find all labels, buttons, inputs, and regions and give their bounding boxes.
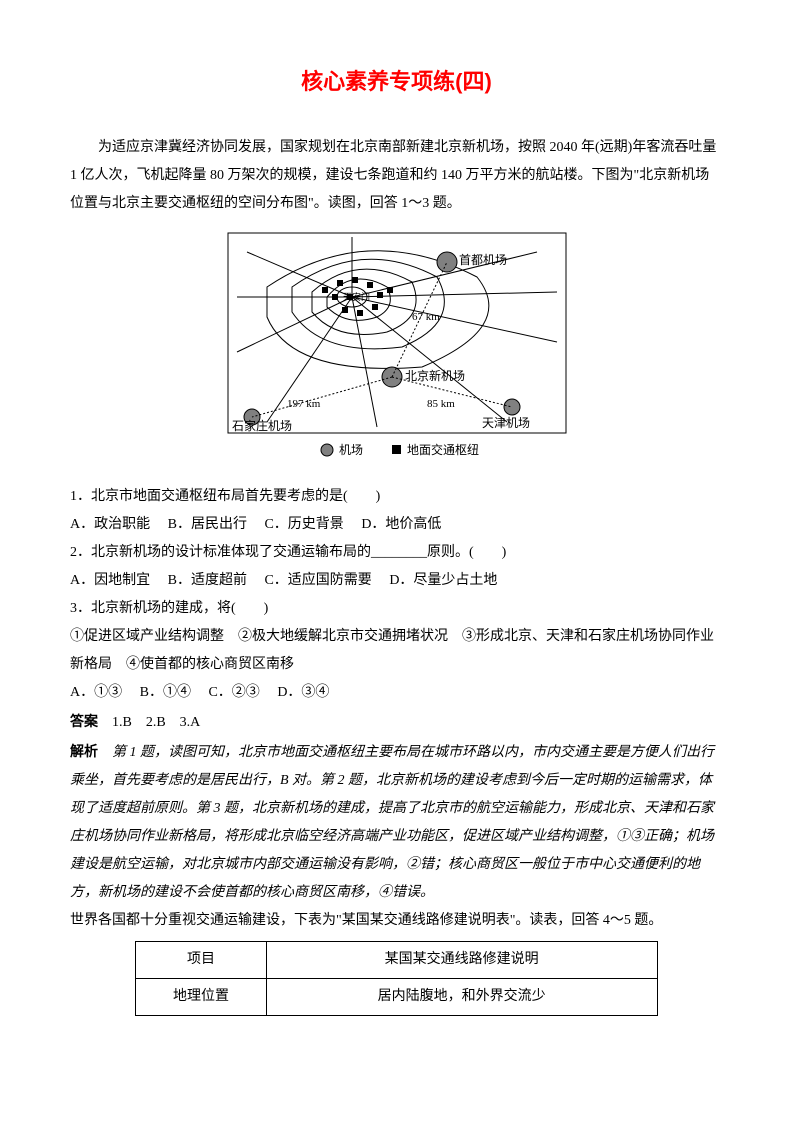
map-figure: 首都机场 北京新机场 天津机场 石家庄机场 67 km 197 km 85 km… bbox=[70, 232, 723, 473]
table-row: 地理位置 居内陆腹地，和外界交流少 bbox=[136, 979, 657, 1016]
q1-stem: 1．北京市地面交通枢纽布局首先要考虑的是( ) bbox=[70, 483, 723, 511]
q3-stem: 3．北京新机场的建成，将( ) bbox=[70, 595, 723, 623]
q2-option-c: C．适应国防需要 bbox=[264, 573, 371, 588]
question-3: 3．北京新机场的建成，将( ) ①促进区域产业结构调整 ②极大地缓解北京市交通拥… bbox=[70, 595, 723, 707]
label-dist67: 67 km bbox=[412, 311, 440, 323]
label-tianjin: 天津机场 bbox=[482, 416, 530, 430]
answer-label: 答案 bbox=[70, 713, 98, 729]
q2-option-a: A．因地制宜 bbox=[70, 573, 150, 588]
label-capital: 首都机场 bbox=[459, 253, 507, 267]
q3-option-b: B．①④ bbox=[140, 685, 191, 700]
label-dist85: 85 km bbox=[427, 398, 455, 410]
q2-stem: 2．北京新机场的设计标准体现了交通运输布局的________原则。( ) bbox=[70, 539, 723, 567]
q3-option-a: A．①③ bbox=[70, 685, 122, 700]
analysis-text: 第 1 题，读图可知，北京市地面交通枢纽主要布局在城市环路以内，市内交通主要是方… bbox=[70, 745, 714, 900]
question-1: 1．北京市地面交通枢纽布局首先要考虑的是( ) A．政治职能 B．居民出行 C．… bbox=[70, 483, 723, 539]
analysis-label: 解析 bbox=[70, 743, 98, 759]
table-row: 项目 某国某交通线路修建说明 bbox=[136, 942, 657, 979]
q3-option-d: D．③④ bbox=[277, 685, 329, 700]
figure-legend: 机场 地面交通枢纽 bbox=[321, 442, 479, 457]
table-r1c2: 居内陆腹地，和外界交流少 bbox=[266, 979, 657, 1016]
page-title: 核心素养专项练(四) bbox=[70, 60, 723, 104]
analysis-block: 解析 第 1 题，读图可知，北京市地面交通枢纽主要布局在城市环路以内，市内交通主… bbox=[70, 737, 723, 907]
answer-line: 答案 1.B 2.B 3.A bbox=[70, 707, 723, 737]
intro-paragraph: 为适应京津冀经济协同发展，国家规划在北京南部新建北京新机场，按照 2040 年(… bbox=[70, 134, 723, 218]
q3-choices-line: ①促进区域产业结构调整 ②极大地缓解北京市交通拥堵状况 ③形成北京、天津和石家庄… bbox=[70, 623, 723, 679]
label-dist197: 197 km bbox=[287, 398, 321, 410]
label-center: 天安门 bbox=[343, 291, 370, 302]
q1-option-b: B．居民出行 bbox=[168, 517, 247, 532]
table-header-1: 项目 bbox=[136, 942, 266, 979]
q1-option-d: D．地价高低 bbox=[361, 517, 441, 532]
answer-text: 1.B 2.B 3.A bbox=[112, 715, 200, 730]
legend-hub-text: 地面交通枢纽 bbox=[407, 442, 479, 457]
question-2: 2．北京新机场的设计标准体现了交通运输布局的________原则。( ) A．因… bbox=[70, 539, 723, 595]
table-header-2: 某国某交通线路修建说明 bbox=[266, 942, 657, 979]
paragraph-2: 世界各国都十分重视交通运输建设，下表为"某国某交通线路修建说明表"。读表，回答 … bbox=[70, 907, 723, 935]
q2-option-b: B．适度超前 bbox=[168, 573, 247, 588]
route-table: 项目 某国某交通线路修建说明 地理位置 居内陆腹地，和外界交流少 bbox=[135, 941, 657, 1016]
table-r1c1: 地理位置 bbox=[136, 979, 266, 1016]
label-beijing-new: 北京新机场 bbox=[405, 368, 465, 383]
legend-airport-text: 机场 bbox=[339, 443, 363, 457]
q1-option-c: C．历史背景 bbox=[264, 517, 343, 532]
label-shijiazhuang: 石家庄机场 bbox=[232, 418, 292, 433]
q1-option-a: A．政治职能 bbox=[70, 517, 150, 532]
q2-option-d: D．尽量少占土地 bbox=[389, 573, 497, 588]
q3-option-c: C．②③ bbox=[208, 685, 259, 700]
